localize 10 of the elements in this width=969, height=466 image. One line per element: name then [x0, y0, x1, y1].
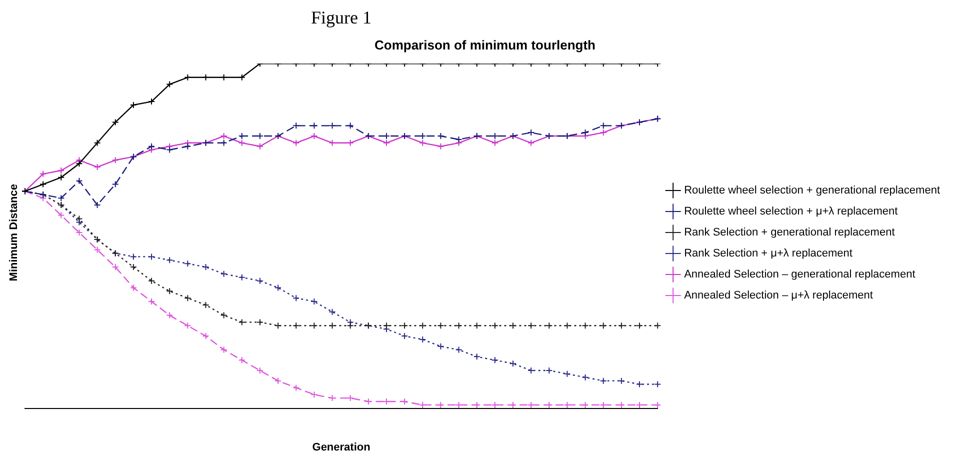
legend-label: Annealed Selection – generational replacement [684, 268, 916, 281]
chart-title: Comparison of minimum tourlength [374, 37, 596, 52]
legend-label: Rank Selection + generational replacement [684, 226, 895, 239]
legend-label: Roulette wheel selection + μ+λ replacement [684, 206, 898, 218]
legend-label: Roulette wheel selection + generational replacement [684, 184, 940, 197]
y-axis-title: Minimum Distance [8, 184, 20, 282]
x-axis-title: Generation [312, 441, 371, 454]
legend-label: Rank Selection + μ+λ replacement [684, 248, 852, 260]
caption: Figure 1 [311, 8, 372, 28]
legend-label: Annealed Selection – μ+λ replacement [684, 290, 873, 302]
